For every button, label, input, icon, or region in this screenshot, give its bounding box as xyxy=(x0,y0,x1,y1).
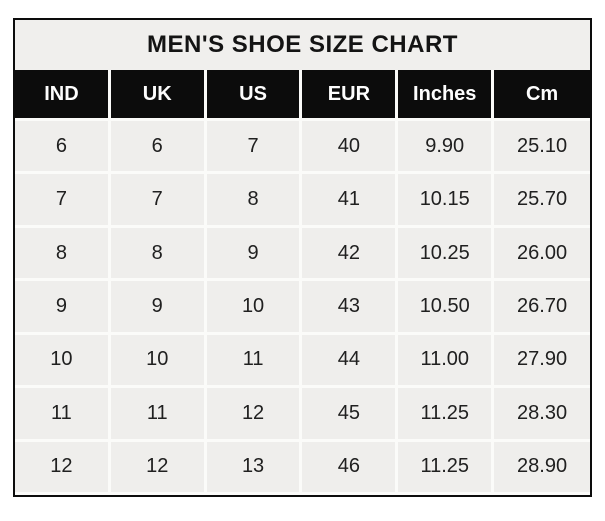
table-cell: 7 xyxy=(206,121,303,175)
table-cell: 8 xyxy=(110,227,207,282)
table-cell: 28.90 xyxy=(494,441,590,495)
table-cell: 27.90 xyxy=(494,334,590,389)
column-header-eur: EUR xyxy=(302,70,399,121)
table-cell: 25.10 xyxy=(494,121,590,175)
column-header-us: US xyxy=(206,70,303,121)
table-cell: 25.70 xyxy=(494,174,590,228)
table-cell: 10.25 xyxy=(398,227,495,282)
table-cell: 42 xyxy=(302,227,399,282)
table-cell: 11.25 xyxy=(398,388,495,442)
table-cell: 46 xyxy=(302,441,399,495)
table-cell: 11 xyxy=(110,388,207,442)
column-header-inches: Inches xyxy=(398,70,495,121)
table-cell: 40 xyxy=(302,121,399,175)
table-row: 7 7 8 41 10.15 25.70 xyxy=(15,174,590,228)
column-header-uk: UK xyxy=(110,70,207,121)
table-cell: 43 xyxy=(302,281,399,335)
table-cell: 10 xyxy=(206,281,303,335)
table-cell: 26.00 xyxy=(494,227,590,282)
table-cell: 10.50 xyxy=(398,281,495,335)
size-table-body: 6 6 7 40 9.90 25.10 7 7 8 41 10.15 25.70… xyxy=(15,121,590,495)
table-cell: 28.30 xyxy=(494,388,590,442)
table-cell: 9.90 xyxy=(398,121,495,175)
size-table-header: IND UK US EUR Inches Cm xyxy=(15,70,590,121)
table-cell: 10 xyxy=(15,334,111,389)
table-row: 8 8 9 42 10.25 26.00 xyxy=(15,227,590,282)
table-cell: 8 xyxy=(15,227,111,282)
table-cell: 7 xyxy=(110,174,207,228)
table-row: 12 12 13 46 11.25 28.90 xyxy=(15,441,590,495)
table-cell: 11.00 xyxy=(398,334,495,389)
table-cell: 6 xyxy=(15,121,111,175)
table-cell: 12 xyxy=(110,441,207,495)
table-cell: 10 xyxy=(110,334,207,389)
column-header-cm: Cm xyxy=(494,70,590,121)
table-row: 6 6 7 40 9.90 25.10 xyxy=(15,121,590,175)
size-table: IND UK US EUR Inches Cm 6 6 7 40 9.90 25… xyxy=(15,70,590,495)
table-cell: 44 xyxy=(302,334,399,389)
shoe-size-chart: MEN'S SHOE SIZE CHART IND UK US EUR Inch… xyxy=(13,18,592,497)
table-cell: 11 xyxy=(15,388,111,442)
table-cell: 9 xyxy=(110,281,207,335)
table-cell: 9 xyxy=(206,227,303,282)
table-cell: 12 xyxy=(15,441,111,495)
table-cell: 9 xyxy=(15,281,111,335)
table-row: 9 9 10 43 10.50 26.70 xyxy=(15,281,590,335)
table-cell: 6 xyxy=(110,121,207,175)
chart-title: MEN'S SHOE SIZE CHART xyxy=(15,20,590,70)
table-cell: 13 xyxy=(206,441,303,495)
table-row: 10 10 11 44 11.00 27.90 xyxy=(15,334,590,389)
table-row: 11 11 12 45 11.25 28.30 xyxy=(15,388,590,442)
column-header-ind: IND xyxy=(15,70,111,121)
table-cell: 26.70 xyxy=(494,281,590,335)
table-cell: 11.25 xyxy=(398,441,495,495)
table-cell: 11 xyxy=(206,334,303,389)
table-cell: 12 xyxy=(206,388,303,442)
table-cell: 8 xyxy=(206,174,303,228)
table-cell: 10.15 xyxy=(398,174,495,228)
table-cell: 7 xyxy=(15,174,111,228)
header-row: IND UK US EUR Inches Cm xyxy=(15,70,590,121)
table-cell: 45 xyxy=(302,388,399,442)
table-cell: 41 xyxy=(302,174,399,228)
